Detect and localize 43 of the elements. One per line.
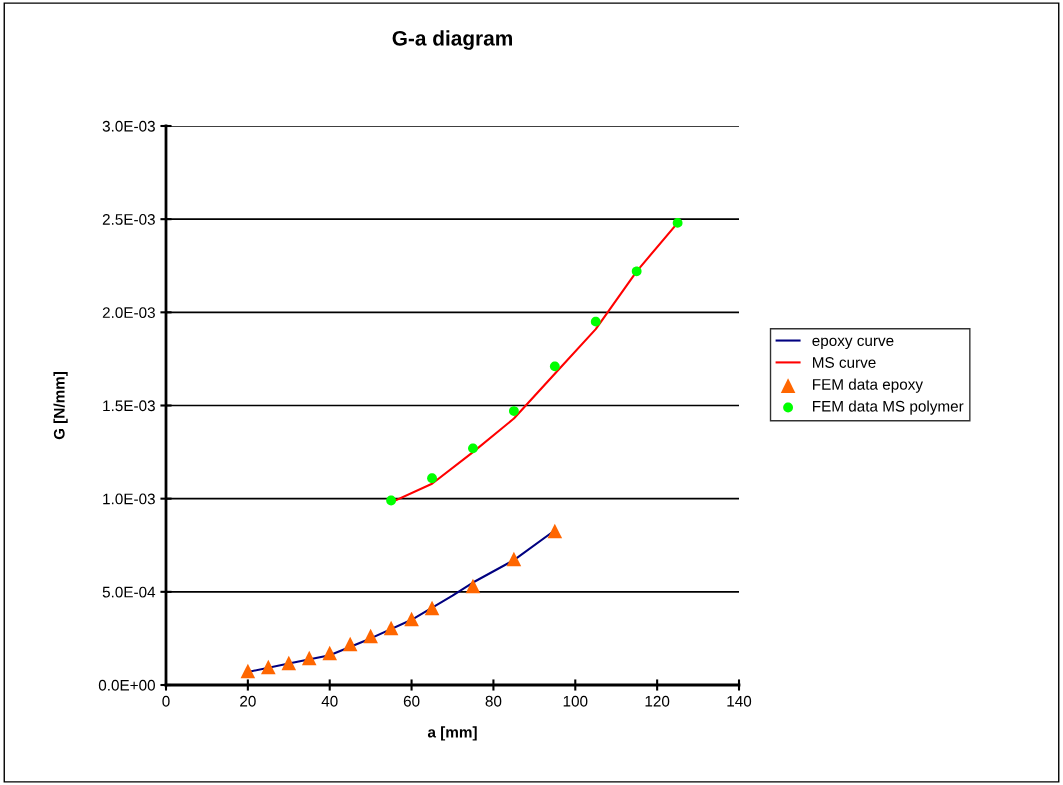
- y-tick-label: 5.0E-04: [102, 586, 156, 598]
- point: [424, 600, 440, 616]
- point: [427, 473, 437, 484]
- y-tick-label: 1.0E-03: [103, 493, 155, 505]
- point: [363, 628, 378, 644]
- y-tick-label: 1.5E-03: [103, 400, 155, 412]
- y-tick-label: 0.0E+00: [98, 679, 155, 691]
- point: [386, 495, 397, 506]
- x-tick-label: 120: [645, 695, 670, 707]
- point: [404, 611, 419, 627]
- y-tick-label: 2.5E-03: [102, 214, 155, 225]
- x-tick-label: 100: [563, 695, 588, 707]
- x-axis-title: a [mm]: [427, 726, 477, 741]
- point: [301, 650, 317, 666]
- point: [508, 406, 519, 416]
- x-tick-label: 20: [240, 695, 256, 707]
- x-tick-label: 40: [321, 695, 338, 707]
- point: [383, 620, 399, 636]
- point: [240, 663, 256, 679]
- point: [506, 551, 522, 567]
- point: [261, 659, 276, 675]
- chart-title: G-a diagram: [392, 30, 512, 50]
- legend-label: MS curve: [813, 357, 876, 368]
- legend-label: epoxy curve: [812, 337, 894, 350]
- y-tick-label: 3.0E-03: [102, 120, 155, 132]
- point: [468, 443, 478, 454]
- point: [590, 316, 601, 327]
- y-tick-label: 2.0E-03: [102, 307, 155, 319]
- legend-label: FEM data MS polymer: [813, 400, 964, 415]
- x-tick-label: 140: [727, 695, 752, 707]
- x-tick-label: 60: [403, 695, 420, 707]
- legend-label: FEM data epoxy: [813, 378, 923, 393]
- point: [547, 523, 563, 539]
- point: [549, 361, 560, 372]
- point: [631, 266, 642, 277]
- point: [672, 217, 683, 228]
- point: [342, 636, 358, 652]
- point: [281, 655, 297, 671]
- x-tick-label: 0: [162, 695, 170, 707]
- point: [465, 578, 481, 594]
- point: [322, 645, 337, 661]
- x-tick-label: 80: [485, 695, 502, 707]
- y-axis-title: G [N/mm]: [53, 371, 68, 440]
